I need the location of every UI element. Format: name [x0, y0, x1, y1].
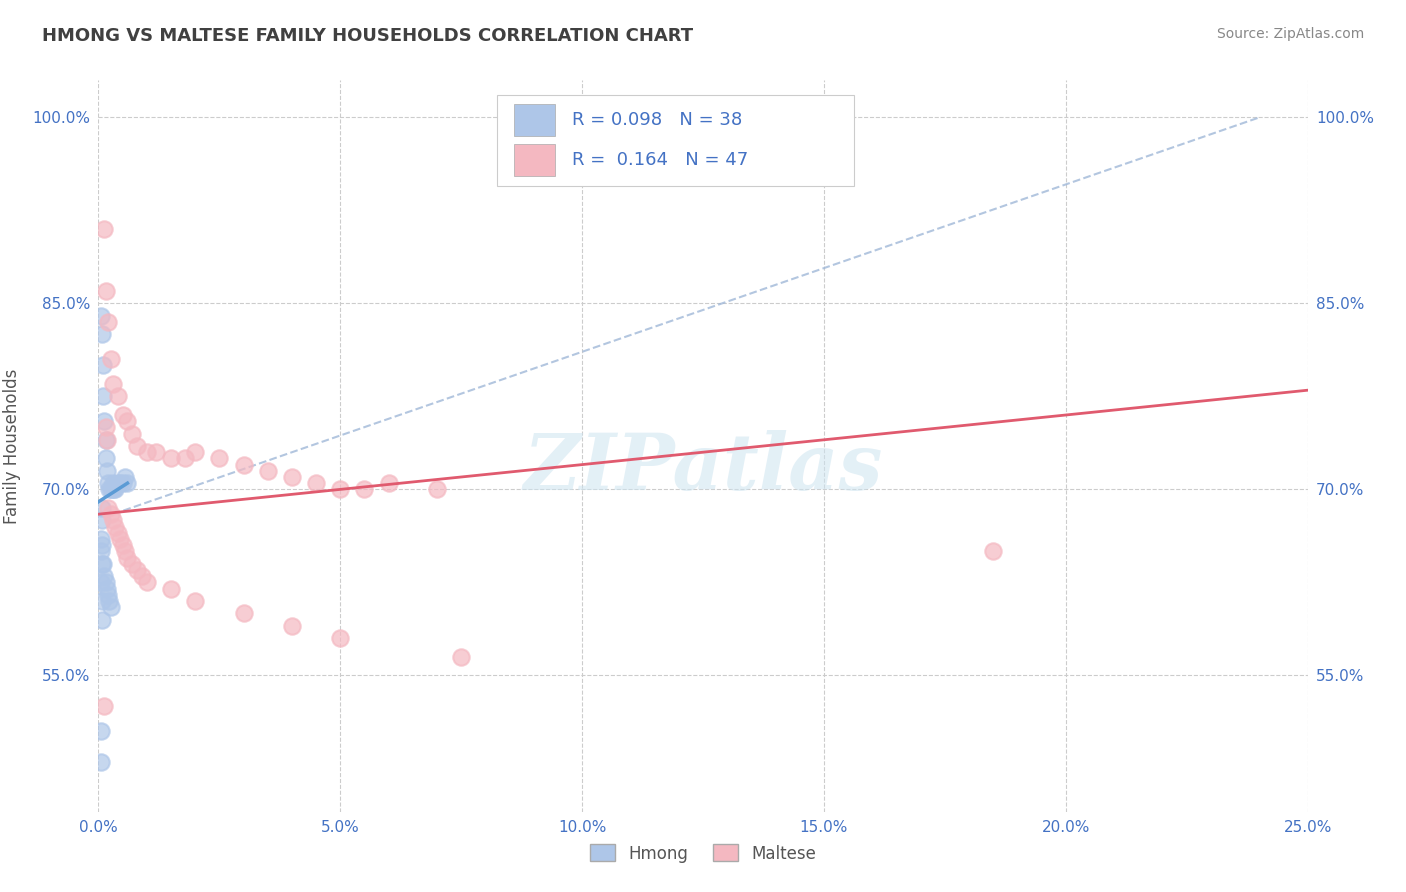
Point: [90, 575, 112, 590]
Point: [101, 513, 124, 527]
FancyBboxPatch shape: [498, 95, 855, 186]
Point: [111, 408, 134, 422]
Point: [91, 613, 114, 627]
Point: [100, 352, 122, 367]
Point: [91, 513, 114, 527]
Point: [103, 483, 125, 497]
Point: [145, 445, 167, 459]
Point: [329, 483, 352, 497]
Point: [107, 476, 129, 491]
Point: [174, 451, 197, 466]
Point: [93, 699, 115, 714]
Point: [97, 588, 120, 602]
Point: [208, 451, 231, 466]
Point: [94, 420, 117, 434]
Point: [107, 525, 129, 540]
Point: [90, 532, 112, 546]
Point: [101, 483, 124, 497]
Text: HMONG VS MALTESE FAMILY HOUSEHOLDS CORRELATION CHART: HMONG VS MALTESE FAMILY HOUSEHOLDS CORRE…: [42, 27, 693, 45]
Point: [101, 377, 124, 392]
Point: [353, 483, 375, 497]
Point: [426, 483, 449, 497]
Point: [100, 507, 122, 521]
Text: Source: ZipAtlas.com: Source: ZipAtlas.com: [1216, 27, 1364, 41]
Point: [121, 557, 143, 571]
Point: [184, 594, 207, 608]
Point: [94, 575, 117, 590]
Point: [232, 607, 254, 621]
Point: [93, 222, 115, 236]
Point: [94, 284, 117, 298]
Point: [131, 569, 153, 583]
Point: [93, 414, 115, 428]
Point: [108, 532, 131, 546]
Point: [104, 483, 127, 497]
Point: [114, 470, 136, 484]
Point: [91, 327, 114, 342]
Point: [184, 445, 207, 459]
Point: [90, 755, 112, 769]
Point: [377, 476, 399, 491]
Point: [107, 389, 129, 403]
Point: [100, 600, 122, 615]
Point: [281, 470, 304, 484]
Point: [305, 476, 328, 491]
Point: [97, 476, 120, 491]
Point: [281, 619, 304, 633]
Point: [91, 389, 114, 403]
Point: [160, 582, 183, 596]
Point: [96, 582, 118, 596]
Point: [96, 464, 118, 478]
Point: [111, 538, 134, 552]
Point: [117, 414, 139, 428]
Point: [127, 439, 149, 453]
Point: [94, 433, 117, 447]
Point: [98, 594, 121, 608]
Point: [90, 594, 112, 608]
Point: [101, 476, 124, 491]
Point: [94, 451, 117, 466]
Legend: Hmong, Maltese: Hmong, Maltese: [583, 838, 823, 869]
Point: [135, 575, 157, 590]
Text: R =  0.164   N = 47: R = 0.164 N = 47: [572, 151, 748, 169]
Text: ZIPatlas: ZIPatlas: [523, 430, 883, 506]
Point: [117, 550, 139, 565]
FancyBboxPatch shape: [515, 103, 555, 136]
Point: [91, 359, 114, 373]
Point: [90, 500, 112, 515]
Point: [135, 445, 157, 459]
Point: [97, 500, 120, 515]
Point: [108, 476, 131, 491]
Point: [232, 458, 254, 472]
Point: [981, 544, 1004, 558]
Point: [256, 464, 278, 478]
Point: [160, 451, 183, 466]
Point: [111, 476, 134, 491]
Point: [100, 483, 122, 497]
Point: [90, 724, 112, 739]
Point: [91, 538, 114, 552]
Text: R = 0.098   N = 38: R = 0.098 N = 38: [572, 111, 742, 128]
Point: [93, 569, 115, 583]
Point: [96, 433, 118, 447]
Point: [97, 315, 120, 329]
Point: [90, 557, 112, 571]
Point: [90, 309, 112, 323]
Y-axis label: Family Households: Family Households: [3, 368, 21, 524]
Point: [91, 557, 114, 571]
Point: [98, 483, 121, 497]
Point: [121, 426, 143, 441]
Point: [450, 649, 472, 664]
Point: [114, 544, 136, 558]
Point: [117, 476, 139, 491]
Point: [104, 519, 127, 533]
Point: [127, 563, 149, 577]
FancyBboxPatch shape: [515, 144, 555, 176]
Point: [90, 544, 112, 558]
Point: [329, 631, 352, 645]
